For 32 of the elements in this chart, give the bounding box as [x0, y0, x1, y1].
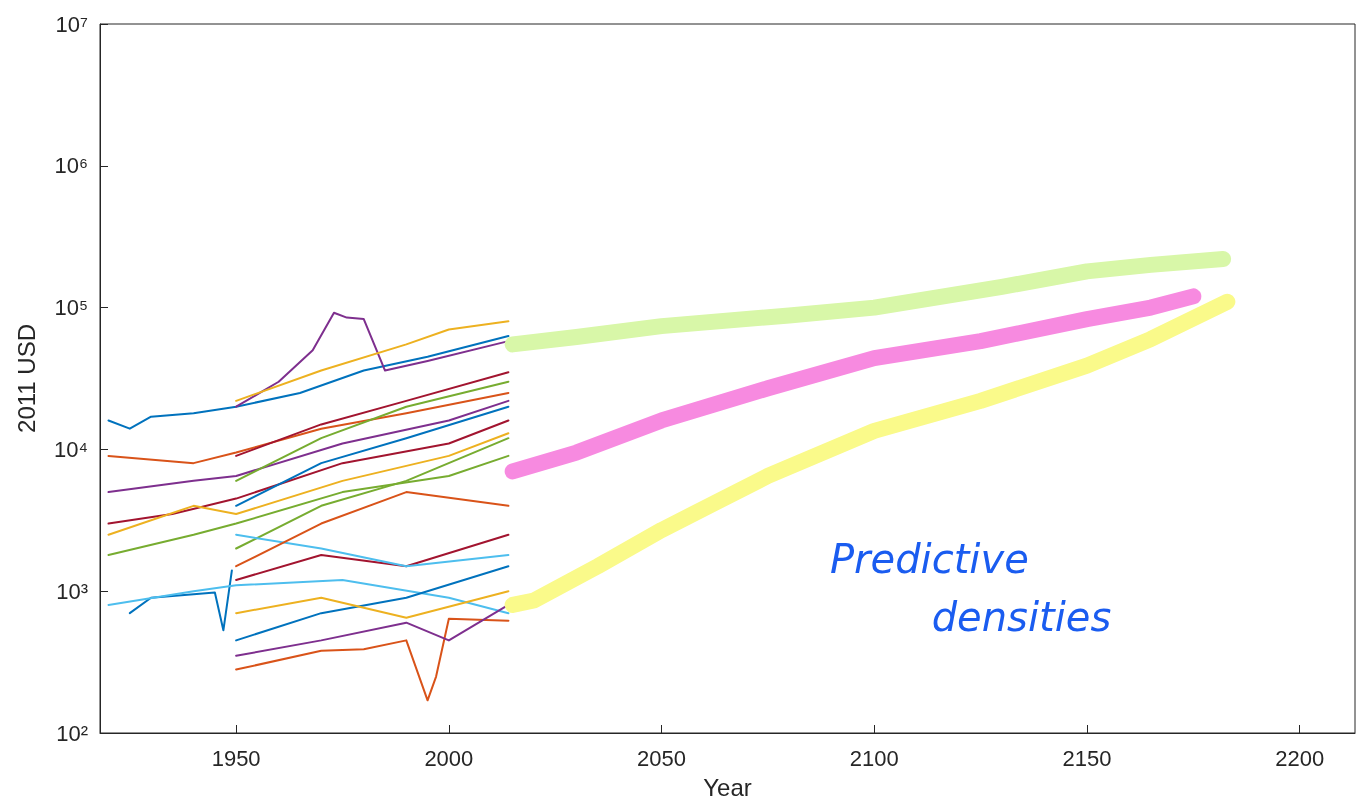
line-series: [107, 578, 510, 615]
y-tick-label: 10⁵: [54, 295, 88, 321]
x-tick-label: 2200: [1275, 745, 1325, 771]
line-series: [235, 380, 510, 482]
line-series: [235, 617, 510, 702]
x-tick-label: 2150: [1062, 745, 1112, 771]
line-series: [107, 391, 510, 465]
line-series: [235, 565, 510, 642]
line-series: [235, 371, 510, 457]
x-tick-label: 2000: [424, 745, 474, 771]
y-tick-label: 10⁴: [54, 436, 88, 462]
line-series: [235, 405, 510, 507]
line-series: [235, 533, 510, 581]
line-series: [107, 399, 510, 494]
line-series: [107, 432, 510, 536]
line-series: [235, 320, 510, 402]
x-axis-title: Year: [703, 773, 752, 801]
line-series: [235, 533, 510, 568]
y-tick-label: 10⁶: [54, 153, 88, 179]
y-tick-label: 10⁷: [55, 11, 89, 37]
x-tick-label: 1950: [211, 745, 261, 771]
line-series: [107, 335, 510, 430]
x-tick-label: 2050: [637, 745, 687, 771]
y-tick-label: 10²: [56, 720, 88, 746]
y-tick-label: 10³: [56, 578, 88, 604]
y-axis-title: 2011 USD: [12, 324, 40, 433]
line-series: [235, 590, 510, 619]
annotation: Predictive densities: [830, 536, 1112, 640]
line-series: [235, 491, 510, 568]
line-series: [107, 419, 510, 525]
x-tick-label: 2100: [849, 745, 899, 771]
line-series: [128, 569, 233, 632]
